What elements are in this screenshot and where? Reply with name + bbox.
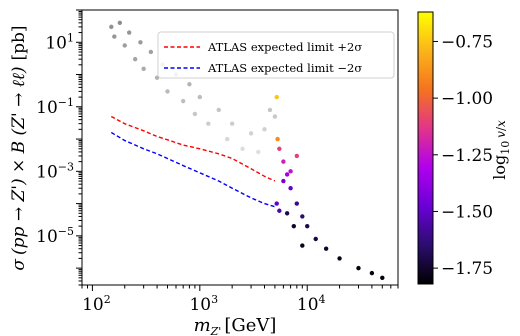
scatter-point-33 (294, 201, 300, 206)
scatter-point-30 (281, 159, 286, 164)
scatter-point-1 (112, 34, 117, 39)
x-tick-label-0: 102 (82, 293, 111, 315)
scatter-point-45 (284, 211, 290, 216)
scatter-point-13 (180, 98, 186, 104)
scatter-point-4 (126, 30, 132, 35)
scatter-point-46 (291, 223, 297, 229)
scatter-point-38 (337, 256, 342, 261)
scatter-point-20 (229, 121, 235, 126)
scatter-point-29 (277, 146, 282, 151)
scatter-point-25 (267, 107, 273, 113)
y-axis-label: σ(pp → Z') × B (Z' → ℓℓ)[pb] (9, 25, 29, 270)
y-axis-ticks: 101 10−1 10−3 10−5 (36, 9, 82, 286)
scatter-point-0 (109, 24, 114, 30)
scatter-point-37 (323, 246, 329, 251)
scatter-point-49 (274, 201, 279, 206)
scatter-point-40 (369, 270, 375, 276)
scatter-point-3 (122, 43, 127, 48)
scatter-point-39 (356, 265, 361, 271)
scatter-point-16 (197, 94, 203, 100)
scatter-point-21 (240, 146, 245, 151)
scatter-layer (109, 20, 385, 281)
y-tick-label-0: 101 (45, 31, 74, 53)
y-tick-label-1: 10−1 (36, 96, 74, 118)
scatter-point-18 (216, 107, 221, 113)
scatter-point-17 (206, 121, 211, 126)
colorbar-label: log10v/x (490, 120, 512, 180)
scatter-point-6 (138, 40, 143, 45)
scatter-point-36 (313, 236, 318, 242)
scatter-point-23 (256, 149, 261, 155)
limit-line-1 (110, 131, 276, 208)
scatter-point-2 (117, 20, 123, 26)
scatter-point-15 (192, 111, 198, 117)
colorbar-tick-label-0: −0.75 (441, 32, 493, 52)
legend-label-plus2sigma: ATLAS expected limit +2σ (207, 40, 362, 54)
scatter-point-34 (300, 214, 305, 219)
limit-line-0 (110, 115, 276, 182)
x-tick-label-2: 104 (297, 293, 326, 315)
scatter-point-19 (225, 136, 230, 142)
svg-text:log10v/x: log10v/x (490, 120, 512, 180)
legend-box (157, 31, 395, 79)
scatter-point-11 (165, 89, 170, 94)
scatter-point-27 (274, 94, 279, 100)
scatter-point-35 (305, 223, 310, 229)
colorbar-tick-label-1: −1.00 (441, 89, 493, 109)
colorbar (417, 11, 434, 285)
scatter-point-42 (281, 178, 286, 184)
scatter-point-24 (262, 127, 267, 132)
scatter-point-31 (284, 172, 290, 177)
scatter-point-5 (132, 56, 138, 62)
scatter-point-26 (272, 114, 278, 119)
scatter-point-47 (300, 243, 305, 248)
scatter-point-28 (275, 136, 280, 142)
legend: ATLAS expected limit +2σ ATLAS expected … (157, 31, 395, 79)
x-axis-label: mZ' [GeV] (194, 315, 277, 336)
x-tick-label-1: 103 (189, 293, 218, 315)
scatter-point-41 (380, 275, 385, 281)
limit-lines-layer (110, 115, 276, 208)
legend-label-minus2sigma: ATLAS expected limit −2σ (207, 61, 362, 75)
scatter-point-44 (294, 153, 300, 159)
scatter-point-8 (148, 49, 154, 55)
scatter-point-14 (187, 82, 192, 87)
colorbar-tick-label-4: −1.75 (441, 259, 493, 279)
colorbar-ticks: −0.75 −1.00 −1.25 −1.50 −1.75 (433, 32, 493, 279)
y-tick-label-3: 10−5 (36, 225, 74, 247)
colorbar-tick-label-3: −1.50 (441, 202, 493, 222)
scatter-point-48 (277, 208, 282, 213)
scatter-point-7 (141, 66, 146, 72)
plot-frame (81, 9, 399, 286)
scatter-point-43 (288, 169, 293, 174)
scatter-point-22 (248, 131, 254, 136)
colorbar-tick-label-2: −1.25 (441, 146, 493, 166)
y-tick-label-2: 10−3 (36, 160, 74, 182)
x-axis-ticks: 102 103 104 (81, 285, 399, 315)
scatter-point-32 (288, 186, 293, 191)
